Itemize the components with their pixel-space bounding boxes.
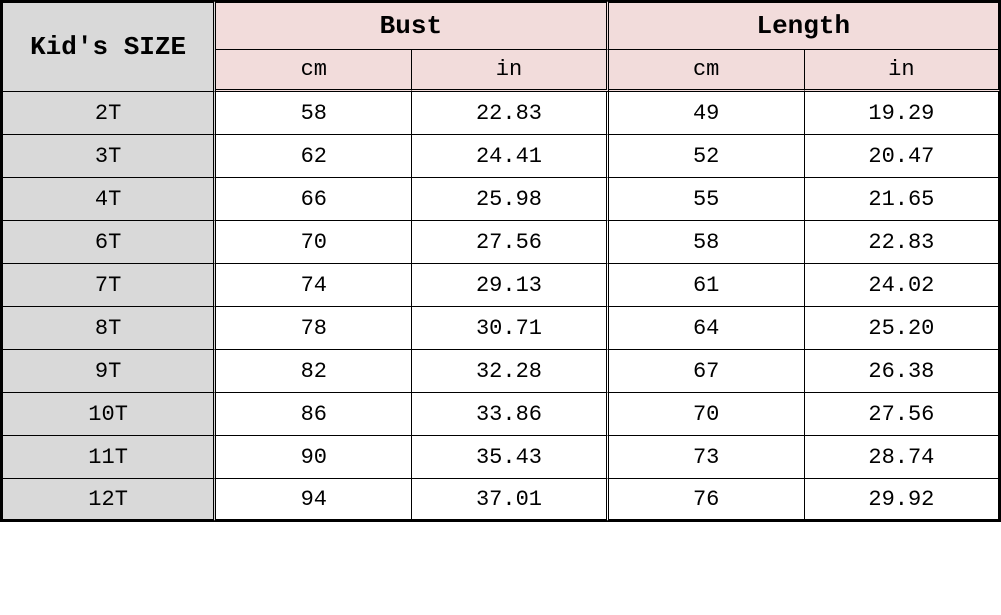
- cell-len-in: 27.56: [805, 393, 1001, 436]
- cell-len-in: 20.47: [805, 135, 1001, 178]
- header-size: Kid's SIZE: [0, 0, 216, 92]
- cell-len-cm: 52: [609, 135, 805, 178]
- cell-bust-cm: 58: [216, 92, 412, 135]
- cell-bust-cm: 70: [216, 221, 412, 264]
- header-bust-cm: cm: [216, 50, 412, 92]
- cell-size: 8T: [0, 307, 216, 350]
- cell-size: 12T: [0, 479, 216, 522]
- cell-size: 6T: [0, 221, 216, 264]
- cell-bust-in: 29.13: [412, 264, 608, 307]
- cell-len-cm: 67: [609, 350, 805, 393]
- cell-bust-in: 35.43: [412, 436, 608, 479]
- cell-len-cm: 55: [609, 178, 805, 221]
- cell-len-in: 19.29: [805, 92, 1001, 135]
- header-length: Length: [609, 0, 1001, 50]
- cell-len-cm: 58: [609, 221, 805, 264]
- size-chart-body: 2T 58 22.83 49 19.29 3T 62 24.41 52 20.4…: [0, 92, 1001, 522]
- table-row: 7T 74 29.13 61 24.02: [0, 264, 1001, 307]
- table-row: 3T 62 24.41 52 20.47: [0, 135, 1001, 178]
- cell-bust-in: 32.28: [412, 350, 608, 393]
- cell-bust-cm: 78: [216, 307, 412, 350]
- cell-bust-cm: 66: [216, 178, 412, 221]
- cell-bust-in: 30.71: [412, 307, 608, 350]
- cell-bust-cm: 86: [216, 393, 412, 436]
- cell-size: 10T: [0, 393, 216, 436]
- cell-len-in: 24.02: [805, 264, 1001, 307]
- table-row: 11T 90 35.43 73 28.74: [0, 436, 1001, 479]
- cell-bust-in: 24.41: [412, 135, 608, 178]
- cell-len-in: 22.83: [805, 221, 1001, 264]
- cell-len-cm: 64: [609, 307, 805, 350]
- cell-bust-in: 33.86: [412, 393, 608, 436]
- table-row: 2T 58 22.83 49 19.29: [0, 92, 1001, 135]
- header-length-in: in: [805, 50, 1001, 92]
- cell-size: 3T: [0, 135, 216, 178]
- cell-bust-cm: 74: [216, 264, 412, 307]
- cell-bust-cm: 82: [216, 350, 412, 393]
- cell-bust-in: 25.98: [412, 178, 608, 221]
- cell-size: 4T: [0, 178, 216, 221]
- cell-bust-cm: 62: [216, 135, 412, 178]
- table-row: 9T 82 32.28 67 26.38: [0, 350, 1001, 393]
- table-row: 6T 70 27.56 58 22.83: [0, 221, 1001, 264]
- cell-bust-in: 27.56: [412, 221, 608, 264]
- table-row: 12T 94 37.01 76 29.92: [0, 479, 1001, 522]
- cell-bust-cm: 94: [216, 479, 412, 522]
- cell-len-in: 26.38: [805, 350, 1001, 393]
- cell-len-cm: 49: [609, 92, 805, 135]
- table-row: 4T 66 25.98 55 21.65: [0, 178, 1001, 221]
- cell-size: 2T: [0, 92, 216, 135]
- cell-len-cm: 76: [609, 479, 805, 522]
- cell-size: 11T: [0, 436, 216, 479]
- table-row: 8T 78 30.71 64 25.20: [0, 307, 1001, 350]
- header-length-cm: cm: [609, 50, 805, 92]
- cell-len-cm: 70: [609, 393, 805, 436]
- cell-len-in: 29.92: [805, 479, 1001, 522]
- cell-len-in: 28.74: [805, 436, 1001, 479]
- cell-len-cm: 61: [609, 264, 805, 307]
- size-chart-table: Kid's SIZE Bust Length cm in cm in 2T 58…: [0, 0, 1001, 522]
- cell-len-cm: 73: [609, 436, 805, 479]
- header-bust: Bust: [216, 0, 608, 50]
- cell-len-in: 21.65: [805, 178, 1001, 221]
- header-bust-in: in: [412, 50, 608, 92]
- cell-bust-in: 37.01: [412, 479, 608, 522]
- cell-size: 9T: [0, 350, 216, 393]
- table-row: 10T 86 33.86 70 27.56: [0, 393, 1001, 436]
- cell-size: 7T: [0, 264, 216, 307]
- cell-bust-cm: 90: [216, 436, 412, 479]
- cell-bust-in: 22.83: [412, 92, 608, 135]
- cell-len-in: 25.20: [805, 307, 1001, 350]
